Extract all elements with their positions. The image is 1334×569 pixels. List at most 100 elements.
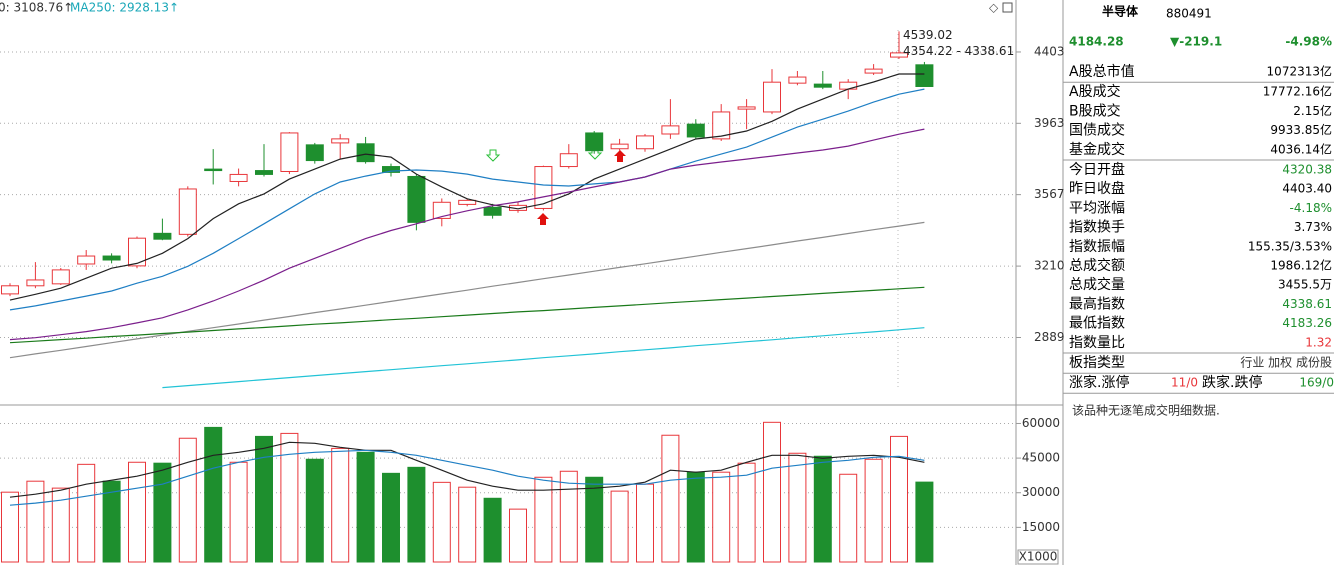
unit-box <box>1017 549 1059 565</box>
stock-code: 880491 <box>1166 7 1212 21</box>
volume-bar <box>77 463 96 563</box>
volume-bar <box>534 476 553 563</box>
quote-change: ▼-219.1 <box>1170 35 1222 49</box>
annotation: 4354.22 - 4338.61 <box>903 44 1014 58</box>
breadth-label: 涨家.涨停 <box>1069 374 1129 391</box>
note: 该品种无逐笔成交明细数据. <box>1072 403 1220 418</box>
y-tick-label: 3567 <box>1034 187 1065 201</box>
candle-body <box>890 52 908 58</box>
signal-up-arrow <box>537 150 626 225</box>
quote-pct: -4.98% <box>1285 35 1332 49</box>
volume-bar <box>229 461 248 563</box>
volume-bar <box>102 480 121 563</box>
candle-body <box>534 166 553 209</box>
volume-bar <box>890 435 908 563</box>
candle-body <box>559 153 578 168</box>
row-label: A股总市值 <box>1069 63 1135 80</box>
candle-body <box>763 81 781 113</box>
candle-body <box>356 143 375 163</box>
volume-bar <box>763 421 781 563</box>
candle-body <box>102 255 121 261</box>
signal-down-arrow <box>485 147 603 162</box>
row-value: 4036.14亿 <box>1270 141 1332 156</box>
candle-body <box>788 76 807 84</box>
row-label: 指数换手 <box>1069 219 1125 236</box>
row-value: 1.32 <box>1305 335 1332 349</box>
ma-line <box>9 73 925 301</box>
row-label: 指数量比 <box>1069 335 1125 351</box>
volume-bar <box>813 455 832 563</box>
volume-bar <box>331 447 350 563</box>
candle-body <box>839 81 858 90</box>
ma-line <box>9 441 925 498</box>
row-label: 基金成交 <box>1069 141 1125 158</box>
row-label: 国债成交 <box>1069 122 1125 139</box>
candle-body <box>77 255 96 265</box>
row-value: 1986.12亿 <box>1270 258 1332 273</box>
y-tick-label: 45000 <box>1022 451 1060 465</box>
volume-bar <box>280 432 299 563</box>
y-tick-label: 3963 <box>1034 116 1065 130</box>
row-value: 3.73% <box>1294 220 1332 234</box>
breadth-value: 11/0 <box>1171 376 1198 390</box>
row-label: 平均涨幅 <box>1069 200 1125 216</box>
volume-bar <box>356 451 375 563</box>
volume-bar <box>864 458 883 563</box>
candle-body <box>305 144 324 162</box>
breadth-value: 169/0 <box>1299 376 1334 390</box>
ma-line <box>9 221 925 359</box>
candle-body <box>432 201 451 219</box>
candle-body <box>128 237 146 267</box>
candle-body <box>204 168 223 172</box>
volume-bar <box>407 466 426 563</box>
volume-bar <box>1 491 19 563</box>
volume-bar <box>712 471 731 563</box>
row-value: 17772.16亿 <box>1263 84 1332 99</box>
candle-body <box>153 232 172 240</box>
volume-bar <box>839 473 858 563</box>
row-label: A股成交 <box>1069 83 1121 100</box>
breadth-label: 跌家.跌停 <box>1202 374 1262 391</box>
volume-bar <box>153 462 172 563</box>
candle-body <box>915 64 934 87</box>
volume-bar <box>458 486 477 563</box>
candle-body <box>229 173 248 182</box>
ma-line <box>162 327 925 389</box>
row-label: 总成交额 <box>1069 257 1125 274</box>
volume-bar <box>178 437 197 563</box>
volume-bar <box>585 476 604 563</box>
volume-bar <box>382 472 400 563</box>
icon-diamond[interactable]: ◇ <box>989 1 999 15</box>
volume-bar <box>610 490 629 563</box>
row-value: 155.35/3.53% <box>1248 239 1332 253</box>
row-value: -4.18% <box>1290 201 1332 215</box>
volume-bar <box>509 508 527 563</box>
row-value: 1072313亿 <box>1267 64 1332 79</box>
candle-body <box>331 138 350 144</box>
row-label: 最低指数 <box>1069 316 1125 332</box>
volume-bar <box>559 470 578 563</box>
volume-bar <box>26 480 45 563</box>
volume-bar <box>432 481 451 563</box>
candle-body <box>1 285 19 295</box>
ma-line <box>9 449 925 506</box>
row-value: 3455.5万 <box>1278 278 1332 292</box>
ma-line <box>9 128 925 341</box>
row-label: 最高指数 <box>1069 295 1125 312</box>
candle-body <box>661 125 680 135</box>
icon-square[interactable] <box>1002 2 1013 13</box>
candle-body <box>686 123 705 138</box>
row-label: 今日开盘 <box>1069 161 1125 178</box>
unit-label: X1000 <box>1019 550 1058 564</box>
y-tick-label: 4403 <box>1034 44 1065 58</box>
candle-body <box>51 269 70 285</box>
candle-body <box>255 170 273 175</box>
row-value: 行业 加权 成份股 <box>1240 356 1332 370</box>
row-value: 4403.40 <box>1282 182 1332 196</box>
row-value: 4320.38 <box>1282 163 1332 177</box>
row-label: 板指类型 <box>1069 355 1125 371</box>
annotation: 4539.02 <box>903 28 953 42</box>
stock-name: 半导体 <box>1102 4 1139 19</box>
legend-entry: MA250: 2928.13↑ <box>70 1 179 15</box>
